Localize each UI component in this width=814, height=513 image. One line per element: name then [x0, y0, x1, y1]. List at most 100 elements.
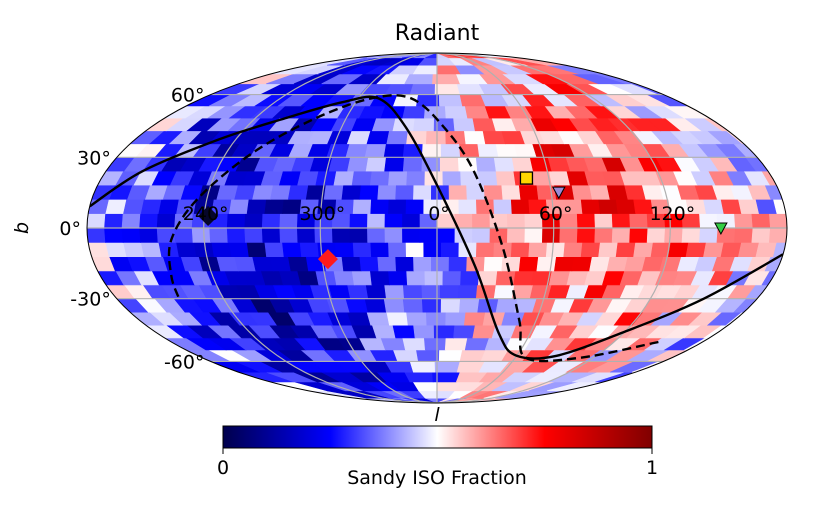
heatmap-cell — [252, 256, 274, 272]
heatmap-cell — [413, 324, 435, 339]
red-diamond-marker — [317, 249, 338, 270]
heatmap-cell — [734, 227, 754, 243]
colorbar-max-label: 1 — [646, 457, 658, 479]
y-tick-label: 0° — [59, 218, 81, 240]
heatmap-cell — [349, 213, 368, 229]
heatmap-cell — [405, 242, 425, 258]
heatmap-cell — [475, 242, 495, 258]
heatmap-cell — [345, 143, 369, 158]
heatmap-cell — [351, 270, 373, 286]
heatmap-cell — [416, 94, 440, 107]
heatmap-cell — [524, 227, 543, 243]
heatmap-cell — [506, 227, 526, 243]
heatmap-cell — [123, 242, 145, 258]
heatmap-cell — [328, 157, 351, 172]
heatmap-cell — [264, 242, 285, 258]
heatmap-cell — [536, 256, 557, 272]
heatmap-cell — [333, 270, 355, 286]
heatmap-cell — [511, 157, 534, 172]
graticule — [87, 53, 787, 403]
heatmap-cell — [477, 170, 498, 186]
purple-triangle-marker — [551, 186, 566, 200]
green-triangle-marker — [714, 222, 728, 236]
heatmap-cell — [366, 311, 390, 326]
heatmap-cell — [367, 227, 386, 243]
heatmap-cell — [229, 199, 250, 214]
chart-title: Radiant — [395, 21, 480, 46]
heatmap-cell — [548, 270, 571, 286]
heatmap-cell — [402, 298, 424, 313]
heatmap-cell — [594, 213, 614, 229]
heatmap-cell — [518, 184, 539, 200]
heatmap-cell — [445, 311, 467, 326]
heatmap-cell — [380, 337, 406, 351]
heatmap-cell — [335, 242, 355, 258]
heatmap-cell — [279, 270, 302, 286]
heatmap-cell — [571, 184, 593, 200]
heatmap-cell — [369, 270, 390, 286]
heatmap-cell — [413, 256, 432, 272]
heatmap-cell — [444, 337, 468, 351]
heatmap-cell — [580, 199, 601, 214]
heatmap-cell — [314, 227, 334, 243]
heatmap-cell — [489, 227, 508, 243]
heatmap-cell — [425, 311, 447, 326]
heatmap-cell — [425, 130, 447, 145]
heatmap-cell — [87, 213, 106, 229]
heatmap-cell — [545, 242, 566, 258]
heatmap-cell — [395, 184, 415, 200]
heatmap-cell — [371, 117, 397, 132]
meridian-line — [203, 53, 438, 403]
heatmap-cell — [386, 311, 409, 326]
heatmap-cell — [606, 256, 629, 272]
meridian-line — [436, 53, 671, 403]
heatmap-cell — [367, 213, 386, 229]
heatmap-cell — [439, 157, 460, 172]
heatmap-cell — [402, 227, 421, 243]
heatmap-cell — [383, 298, 405, 313]
heatmap-cell — [377, 256, 397, 272]
meridian-line — [319, 53, 438, 403]
heatmap-cell — [580, 242, 601, 258]
heatmap-cell — [438, 349, 463, 362]
heatmap-cell — [345, 298, 369, 313]
heatmap-cell — [365, 284, 387, 300]
heatmap-cell — [359, 256, 380, 272]
heatmap-cell — [475, 157, 497, 172]
heatmap-cell — [513, 270, 535, 286]
heatmap-cell — [123, 199, 145, 214]
heatmap-cell — [270, 184, 292, 200]
heatmap-cell — [646, 227, 666, 243]
heatmap-cell — [510, 199, 530, 214]
heatmap-cell — [472, 227, 491, 243]
colorbar-label: Sandy ISO Fraction — [347, 467, 527, 489]
heatmap-cell — [139, 213, 159, 229]
heatmap-cell — [299, 242, 320, 258]
heatmap-cell — [611, 227, 631, 243]
heatmap-cell — [297, 170, 320, 186]
heatmap-cell — [506, 213, 526, 229]
heatmap-cell — [246, 199, 267, 214]
heatmap-cell — [416, 349, 440, 362]
heatmap-cell — [699, 213, 719, 229]
heatmap-cell — [633, 242, 654, 258]
heatmap-cell — [328, 284, 351, 300]
heatmap-cell — [598, 199, 619, 214]
y-tick-labels: 60° 30° 0° -30° -60° — [59, 85, 204, 374]
heatmap-cell — [437, 227, 456, 243]
heatmap-cell — [409, 83, 436, 95]
heatmap-cell — [501, 184, 522, 200]
heatmap-cell — [563, 242, 583, 258]
heatmap-cell — [341, 184, 362, 200]
heatmap-cell — [768, 213, 787, 229]
heatmap-cell — [413, 117, 435, 132]
heatmap-cell — [156, 213, 176, 229]
heatmap-cell — [105, 199, 128, 214]
heatmap-cell — [341, 256, 362, 272]
heatmap-cell — [139, 227, 159, 243]
heatmap-cell — [404, 73, 434, 85]
dark-diamond-marker — [198, 206, 219, 227]
heatmap-cell — [409, 361, 436, 373]
heatmap-cell — [495, 298, 519, 313]
